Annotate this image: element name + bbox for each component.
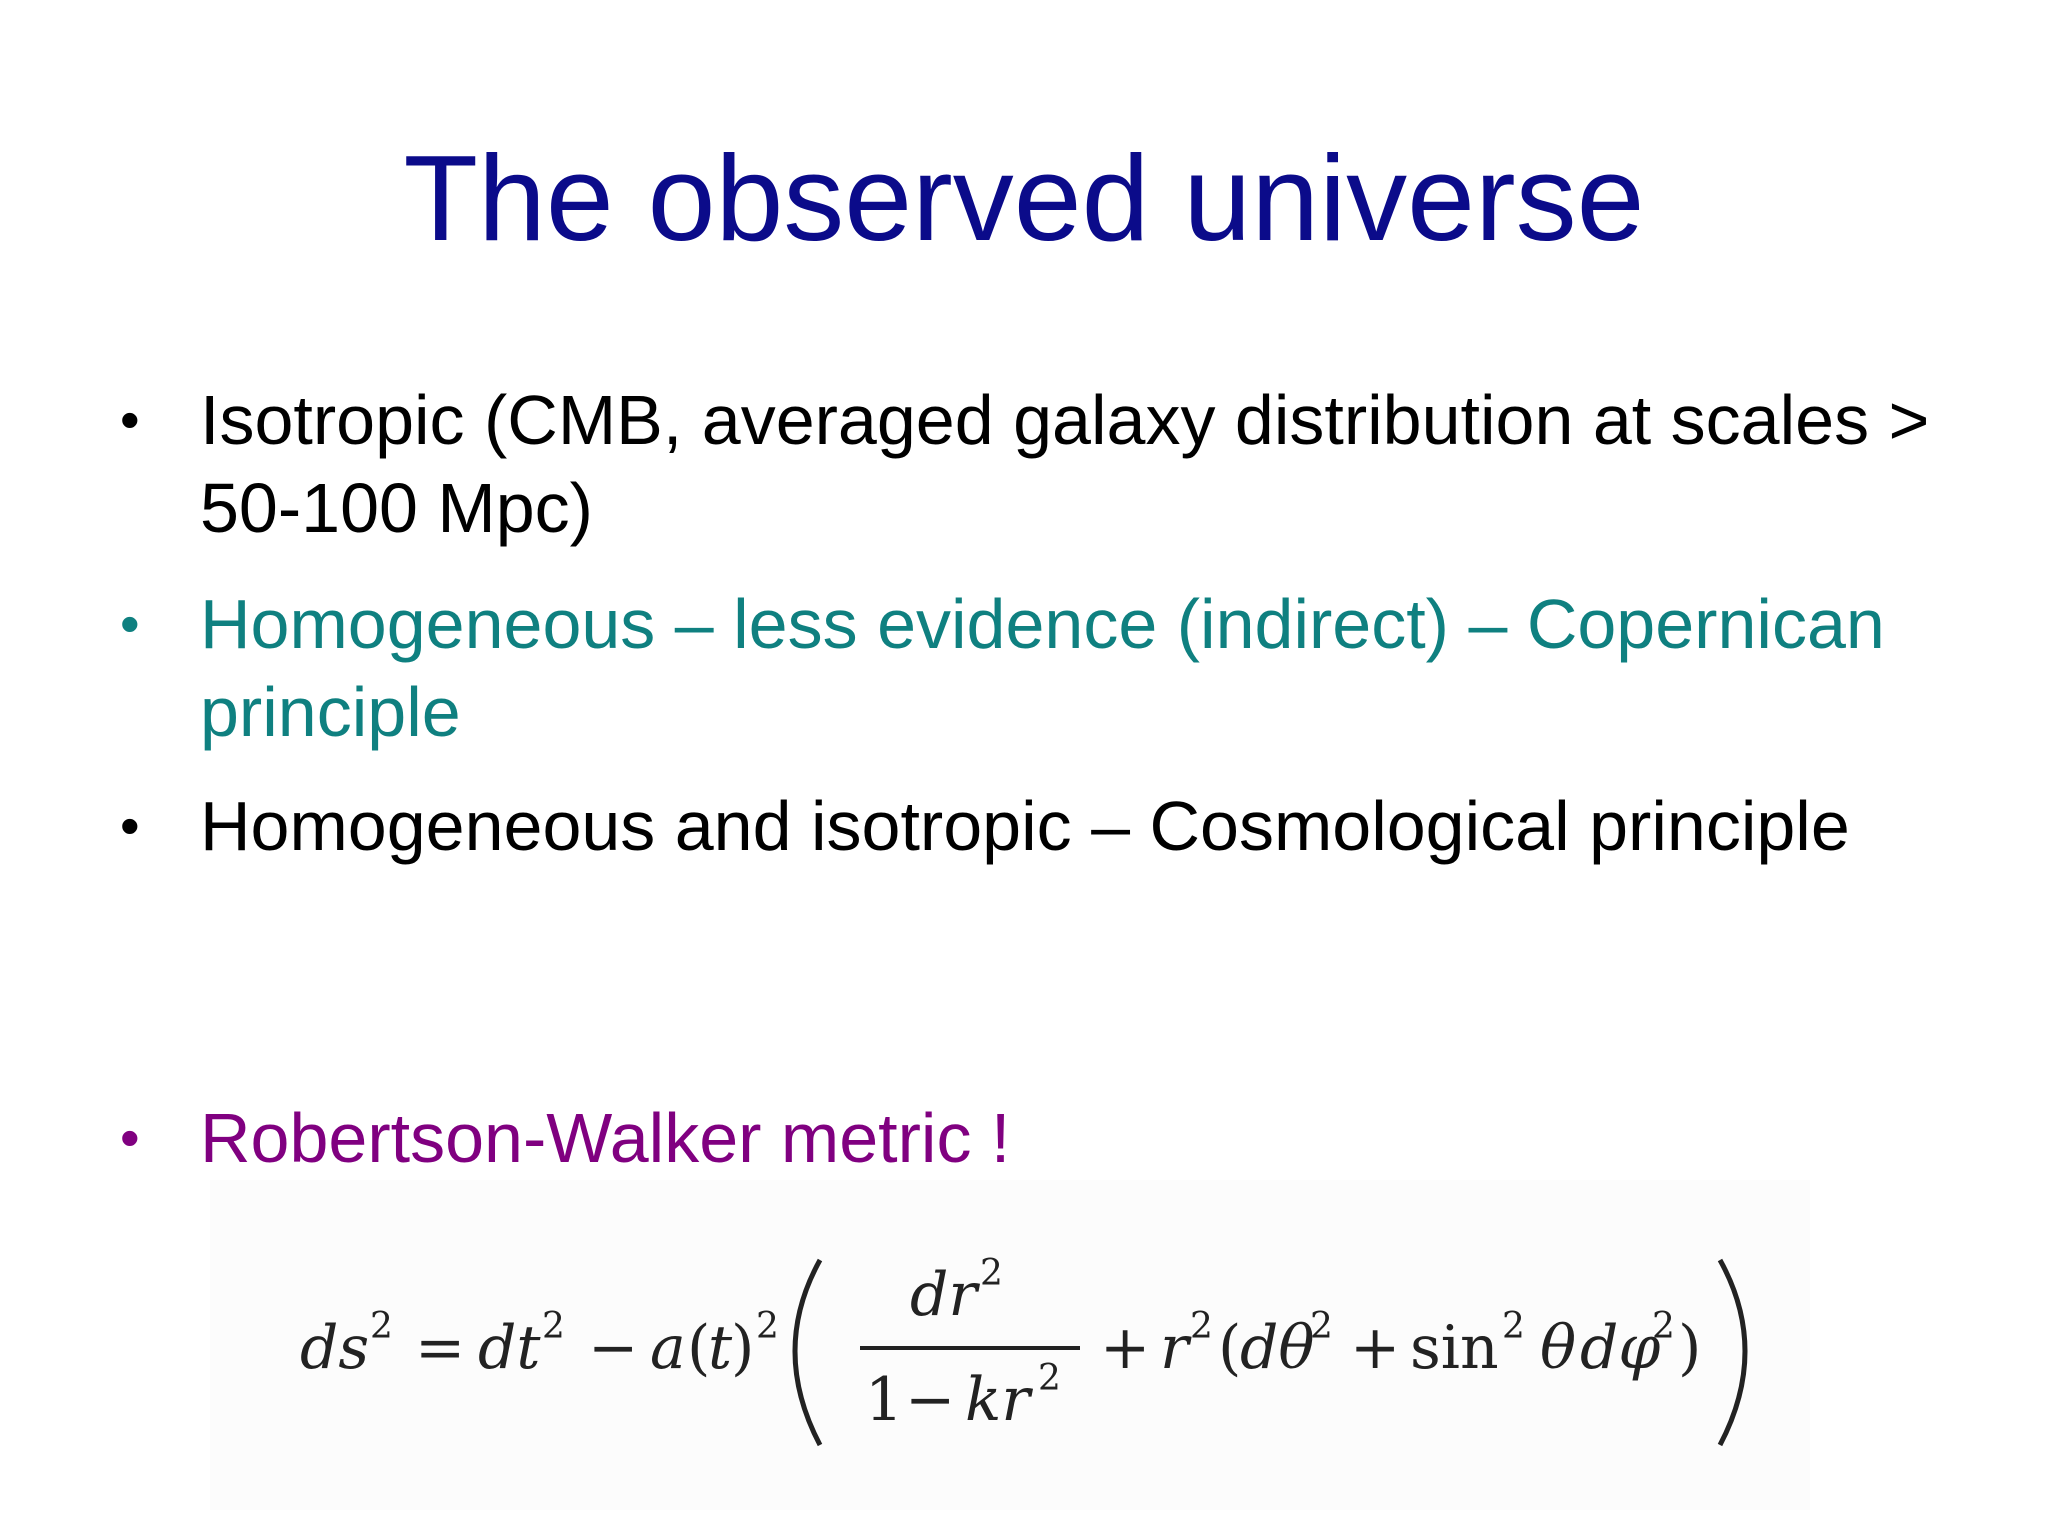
formula-exponent: 2 bbox=[1310, 1306, 1333, 1347]
formula-exponent: 2 bbox=[756, 1306, 779, 1347]
formula-equals: = bbox=[415, 1313, 465, 1383]
bullet-marker: • bbox=[120, 1106, 140, 1169]
formula-exponent: 2 bbox=[1038, 1358, 1061, 1399]
formula-exponent: 2 bbox=[1652, 1306, 1675, 1347]
bullet-text: Isotropic (CMB, averaged galaxy distribu… bbox=[200, 381, 1930, 547]
slide-title: The observed universe bbox=[403, 130, 1645, 266]
formula-minus: − bbox=[588, 1313, 638, 1383]
bullet-item-robertson-walker: • Robertson-Walker metric ! bbox=[120, 1094, 1940, 1182]
formula-exponent: 2 bbox=[370, 1306, 393, 1347]
formula-one: 1 bbox=[865, 1365, 903, 1435]
formula-exponent: 2 bbox=[542, 1306, 565, 1347]
bullet-marker: • bbox=[120, 794, 140, 857]
formula-exponent: 2 bbox=[980, 1253, 1003, 1294]
formula-exponent: 2 bbox=[1190, 1306, 1213, 1347]
bullet-marker: • bbox=[120, 592, 140, 655]
formula-dphi: dφ bbox=[1580, 1313, 1660, 1383]
robertson-walker-metric-formula: ds 2 = dt 2 − a ( t ) 2 dr 2 1 − kr 2 bbox=[300, 1253, 1748, 1447]
bullet-text: Robertson-Walker metric ! bbox=[200, 1099, 1011, 1177]
bullet-text: Homogeneous and isotropic – Cosmological… bbox=[200, 787, 1850, 865]
formula-theta: θ bbox=[1540, 1313, 1576, 1383]
formula-minus: − bbox=[905, 1365, 955, 1435]
formula-exponent: 2 bbox=[1502, 1306, 1525, 1347]
formula-paren-open: ( bbox=[687, 1313, 710, 1383]
formula-big-paren-left bbox=[792, 1258, 823, 1447]
bullet-marker: • bbox=[120, 388, 140, 451]
formula-t: t bbox=[708, 1313, 733, 1383]
formula-dr: dr bbox=[910, 1260, 980, 1330]
bullet-item-homogeneous: • Homogeneous – less evidence (indirect)… bbox=[120, 580, 1940, 756]
formula-dt: dt bbox=[478, 1313, 541, 1383]
formula-plus: + bbox=[1350, 1313, 1400, 1383]
formula-paren-close: ) bbox=[1678, 1313, 1701, 1383]
formula-paren-open: ( bbox=[1218, 1313, 1241, 1383]
bullet-item-cosmological-principle: • Homogeneous and isotropic – Cosmologic… bbox=[120, 782, 1940, 870]
formula-paren-close: ) bbox=[731, 1313, 754, 1383]
formula-ds: ds bbox=[300, 1313, 369, 1383]
bullet-item-isotropic: • Isotropic (CMB, averaged galaxy distri… bbox=[120, 376, 1940, 552]
formula-dtheta: dθ bbox=[1240, 1313, 1315, 1383]
formula-sin: sin bbox=[1410, 1313, 1499, 1383]
formula-r: r bbox=[1160, 1313, 1192, 1383]
formula-big-paren-right bbox=[1717, 1258, 1748, 1447]
bullet-text: Homogeneous – less evidence (indirect) –… bbox=[200, 585, 1885, 751]
formula-a: a bbox=[650, 1313, 686, 1383]
formula-box: ds 2 = dt 2 − a ( t ) 2 dr 2 1 − kr 2 bbox=[210, 1180, 1810, 1510]
formula-plus: + bbox=[1100, 1313, 1150, 1383]
formula-kr: kr bbox=[965, 1365, 1033, 1435]
